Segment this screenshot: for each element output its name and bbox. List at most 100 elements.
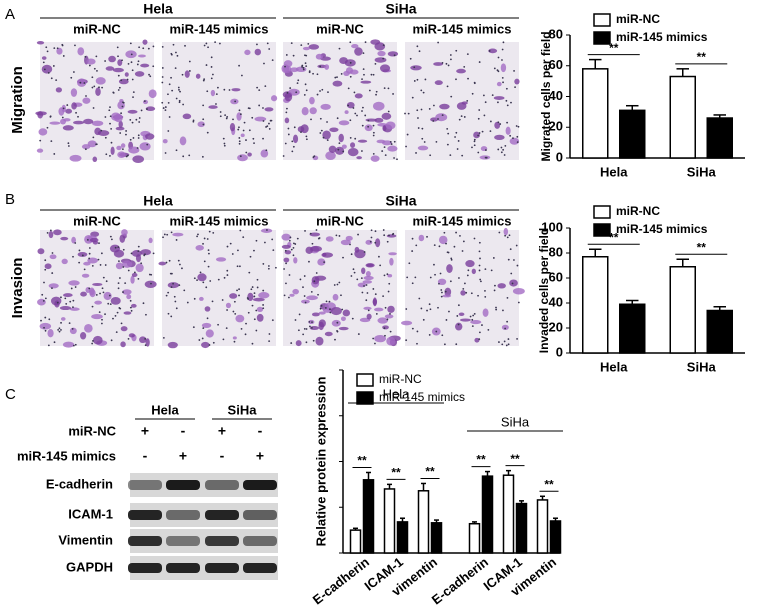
pore [450, 257, 453, 260]
pore [91, 86, 94, 89]
y-tick-label: 100 [541, 219, 563, 234]
cell [456, 68, 466, 74]
cell [131, 272, 138, 278]
pore [201, 155, 204, 158]
pore [173, 295, 176, 298]
pore [127, 62, 130, 65]
cell [77, 47, 85, 56]
cell [148, 237, 153, 244]
y-tick-label: 40 [549, 294, 563, 309]
cell [305, 246, 313, 255]
pore [512, 137, 514, 140]
pore [167, 291, 170, 294]
pore [171, 89, 174, 92]
pore [372, 152, 375, 155]
cell [53, 229, 62, 236]
cell [366, 313, 372, 320]
significance-label: ** [544, 477, 554, 491]
micrograph [37, 229, 157, 348]
pore [305, 65, 308, 68]
pore [291, 150, 294, 153]
pore [450, 58, 452, 61]
pore [179, 263, 181, 266]
cell [80, 291, 87, 297]
pore [41, 293, 44, 296]
cell [264, 107, 274, 112]
pore [323, 261, 326, 264]
cell [68, 280, 80, 286]
cell [121, 229, 128, 236]
pore [405, 308, 408, 310]
pore [222, 338, 225, 341]
pore [450, 95, 453, 98]
pore [238, 109, 241, 112]
micrograph [404, 41, 520, 160]
pore [422, 318, 425, 321]
cell [318, 311, 326, 315]
pore [510, 272, 513, 275]
cell [459, 318, 471, 322]
pore [515, 244, 518, 247]
pore [224, 114, 227, 117]
pore [349, 243, 351, 246]
bar [582, 256, 609, 354]
pore [109, 106, 111, 108]
pore [188, 154, 191, 157]
pore [150, 273, 153, 276]
pore [245, 322, 247, 325]
pore [448, 310, 450, 313]
legend-swatch [356, 391, 374, 405]
pore [364, 114, 367, 117]
cell [455, 322, 463, 331]
pore [175, 149, 178, 152]
pore [360, 277, 363, 280]
pore [105, 153, 108, 156]
pore [243, 121, 246, 124]
cell [56, 47, 63, 55]
sign: + [256, 448, 264, 464]
pore [338, 235, 341, 237]
pore [319, 90, 321, 92]
bar [417, 490, 430, 554]
pore [226, 269, 229, 272]
pore [101, 318, 103, 321]
group-label: Hela [143, 193, 173, 209]
pore [517, 125, 520, 128]
cell [357, 139, 368, 143]
band [243, 536, 277, 546]
pore [405, 145, 407, 148]
pore [365, 299, 368, 302]
micrograph-bg [40, 230, 154, 346]
pore [92, 107, 95, 109]
condition-label: miR-145 mimics [413, 213, 512, 228]
bar [619, 109, 646, 159]
pore [386, 318, 389, 321]
pore [271, 319, 274, 322]
pore [225, 117, 228, 120]
pore [429, 154, 432, 157]
bar [515, 502, 528, 554]
cell [335, 146, 345, 155]
pore [84, 148, 87, 151]
pore [40, 319, 42, 322]
pore [256, 278, 259, 281]
pore [428, 303, 431, 306]
pore [226, 115, 229, 118]
cell [254, 116, 267, 122]
cell [332, 293, 339, 301]
cell [331, 319, 341, 327]
pore [487, 329, 490, 331]
cell [256, 306, 264, 312]
protein-label: ICAM-1 [68, 506, 113, 521]
cell [324, 64, 330, 70]
cell [70, 88, 78, 97]
pore [288, 239, 291, 242]
micrograph-bg [283, 230, 397, 346]
pore [129, 299, 132, 302]
cell [387, 305, 395, 313]
group-label: SiHa [385, 193, 416, 209]
pore [366, 292, 369, 294]
bar [396, 521, 409, 554]
bar [481, 475, 494, 554]
pore [437, 118, 439, 120]
